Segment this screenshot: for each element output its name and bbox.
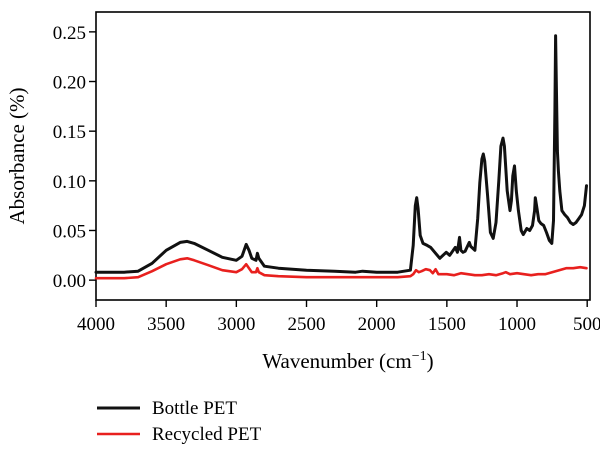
y-tick-label: 0.25 <box>53 23 86 44</box>
axis-ticks: 0.00 0.05 0.10 0.15 0.20 0.25 4000 3500 3000 2500… <box>53 23 600 335</box>
plot-frame <box>95 11 591 301</box>
x-axis-title: Wavenumber (cm−1) <box>262 349 433 373</box>
y-tick-label: 0.10 <box>53 172 86 193</box>
legend-label: Bottle PET <box>152 398 237 419</box>
y-tick-label: 0.00 <box>53 271 86 292</box>
x-axis-title-sup: −1 <box>412 349 427 364</box>
x-tick-label: 3500 <box>147 314 185 335</box>
y-tick-label: 0.20 <box>53 73 86 94</box>
x-tick-label: 4000 <box>77 314 115 335</box>
x-tick-label: 2000 <box>358 314 396 335</box>
x-axis-title-main: Wavenumber (cm <box>262 349 411 373</box>
series-line-recycled-pet <box>94 257 588 280</box>
series-line-bottle-pet <box>94 34 588 274</box>
plot-area-border <box>95 11 591 301</box>
y-tick-label: 0.15 <box>53 122 86 143</box>
x-tick-label: 3000 <box>217 314 255 335</box>
legend-label: Recycled PET <box>152 424 262 445</box>
y-axis-title: Absorbance (%) <box>5 87 29 224</box>
x-tick-label: 1000 <box>498 314 536 335</box>
x-tick-label: 500 <box>573 314 600 335</box>
series-lines <box>94 34 588 280</box>
legend: Bottle PET Recycled PET <box>97 398 262 445</box>
x-tick-label: 1500 <box>428 314 466 335</box>
y-tick-label: 0.05 <box>53 221 86 242</box>
x-axis-title-tail: ) <box>427 349 434 373</box>
x-tick-label: 2500 <box>288 314 326 335</box>
